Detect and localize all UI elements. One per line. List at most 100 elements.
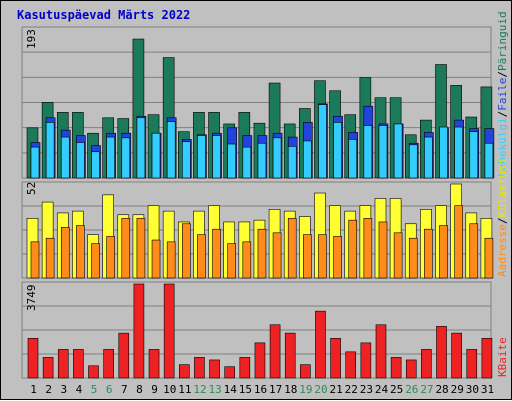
bar-hosts-day-16: [257, 228, 267, 279]
bar-hosts-day-12: [197, 234, 206, 279]
bar-files-day-8: [136, 117, 146, 179]
bar-hosts-day-22: [348, 219, 358, 279]
bar-hosts-day-26: [408, 237, 418, 279]
bar-kbytes-day-12: [194, 357, 205, 379]
bar-kbytes-day-28: [436, 326, 447, 379]
x-tick-label: 29: [451, 383, 464, 396]
bar-files-day-14: [227, 143, 236, 179]
bar-files-day-9: [151, 132, 161, 179]
bar-hosts-day-21: [333, 236, 342, 279]
bar-hosts-day-23: [363, 218, 373, 279]
bar-hosts-day-11: [182, 223, 191, 279]
bar-kbytes-day-30: [466, 349, 478, 379]
bar-files-day-16: [257, 142, 267, 179]
x-tick-label: 8: [136, 383, 143, 396]
bar-files-day-12: [197, 135, 206, 179]
bar-hosts-day-7: [121, 218, 131, 279]
bar-kbytes-day-25: [390, 357, 402, 379]
panel-1-ymax-label: 193: [25, 29, 38, 49]
bar-kbytes-day-8: [133, 283, 145, 379]
legend-hits: Külastusi: [496, 158, 509, 218]
bar-files-day-3: [60, 136, 70, 179]
bar-hosts-day-31: [484, 237, 494, 279]
bar-kbytes-day-4: [73, 349, 84, 379]
bar-files-day-13: [212, 135, 221, 179]
legend-kbytes: KBaite: [496, 337, 509, 377]
bar-kbytes-day-19: [300, 364, 311, 379]
bar-kbytes-day-15: [239, 357, 251, 379]
bar-hosts-day-2: [45, 237, 55, 279]
bar-files-day-17: [272, 137, 282, 179]
bar-files-day-23: [363, 125, 373, 179]
bar-kbytes-day-27: [421, 349, 432, 379]
svg-text:Lehekülgi/Faile/Päringuid: Lehekülgi/Faile/Päringuid: [496, 11, 509, 177]
x-tick-label: 19: [299, 383, 312, 396]
x-tick-label: 17: [269, 383, 282, 396]
x-tick-label: 2: [45, 383, 52, 396]
bar-kbytes-day-6: [103, 349, 114, 379]
bar-files-day-2: [45, 122, 55, 179]
bar-kbytes-day-9: [148, 349, 160, 379]
bar-hosts-day-10: [166, 241, 176, 279]
bar-hosts-day-9: [151, 239, 161, 279]
bar-files-day-28: [439, 126, 448, 179]
chart-title: Kasutuspäevad Märts 2022: [17, 8, 190, 22]
bar-files-day-15: [242, 146, 252, 179]
x-tick-label: 10: [163, 383, 176, 396]
bar-files-day-26: [408, 144, 418, 179]
legend-top-panel: Lehekülgi/Faile/Päringuid: [496, 11, 509, 177]
x-tick-label: 23: [360, 383, 373, 396]
bar-files-day-20: [318, 104, 327, 179]
x-tick-label: 1: [30, 383, 37, 396]
bar-hosts-day-13: [212, 228, 221, 279]
panel-kbytes: [21, 281, 493, 379]
x-tick-label: 15: [239, 383, 252, 396]
bar-files-day-29: [454, 126, 463, 179]
bar-files-day-6: [106, 136, 115, 179]
bar-kbytes-day-10: [163, 283, 175, 379]
panel-3-ymax-label: 3749: [25, 285, 38, 312]
bar-hosts-day-4: [76, 225, 85, 279]
bar-kbytes-day-13: [209, 359, 220, 379]
bar-hosts-day-30: [469, 223, 479, 279]
bar-files-day-1: [30, 146, 40, 179]
x-tick-label: 27: [420, 383, 433, 396]
legend-middle-panel: Aadresse/Külastusi: [496, 158, 509, 277]
bar-kbytes-day-26: [405, 359, 417, 379]
x-tick-label: 6: [106, 383, 113, 396]
bar-files-day-18: [287, 146, 297, 179]
bar-kbytes-day-20: [315, 310, 326, 379]
legend-pages: Faile: [496, 78, 509, 111]
x-tick-label: 7: [121, 383, 128, 396]
bar-files-day-4: [76, 142, 85, 179]
bar-hosts-day-8: [136, 218, 146, 279]
x-tick-label: 26: [405, 383, 418, 396]
bar-files-day-11: [182, 141, 191, 179]
x-tick-label: 30: [466, 383, 479, 396]
x-tick-label: 14: [224, 383, 238, 396]
legend-bottom-panel: KBaite: [496, 337, 509, 377]
x-tick-label: 12: [193, 383, 206, 396]
bar-files-day-10: [166, 121, 176, 179]
panel-2-ymax-label: 52: [25, 182, 38, 195]
x-tick-label: 9: [151, 383, 158, 396]
bar-hosts-day-27: [424, 228, 433, 279]
bar-hosts-day-20: [318, 234, 327, 279]
bar-files-day-22: [348, 139, 358, 179]
bar-hosts-day-5: [91, 243, 100, 279]
bar-hosts-day-14: [227, 243, 236, 279]
bar-kbytes-day-3: [57, 349, 69, 379]
bar-kbytes-day-14: [224, 366, 235, 379]
legend-files: Lehekülgi: [496, 117, 509, 177]
bar-kbytes-day-5: [88, 365, 99, 379]
bar-kbytes-day-24: [375, 324, 387, 379]
x-tick-label: 31: [481, 383, 494, 396]
bar-hosts-day-24: [378, 221, 388, 279]
bar-kbytes-day-7: [118, 332, 130, 379]
bar-kbytes-day-31: [481, 338, 493, 379]
bar-kbytes-day-17: [269, 324, 281, 379]
x-tick-label: 28: [435, 383, 448, 396]
bar-hosts-day-15: [242, 241, 252, 279]
bar-files-day-31: [484, 142, 494, 179]
